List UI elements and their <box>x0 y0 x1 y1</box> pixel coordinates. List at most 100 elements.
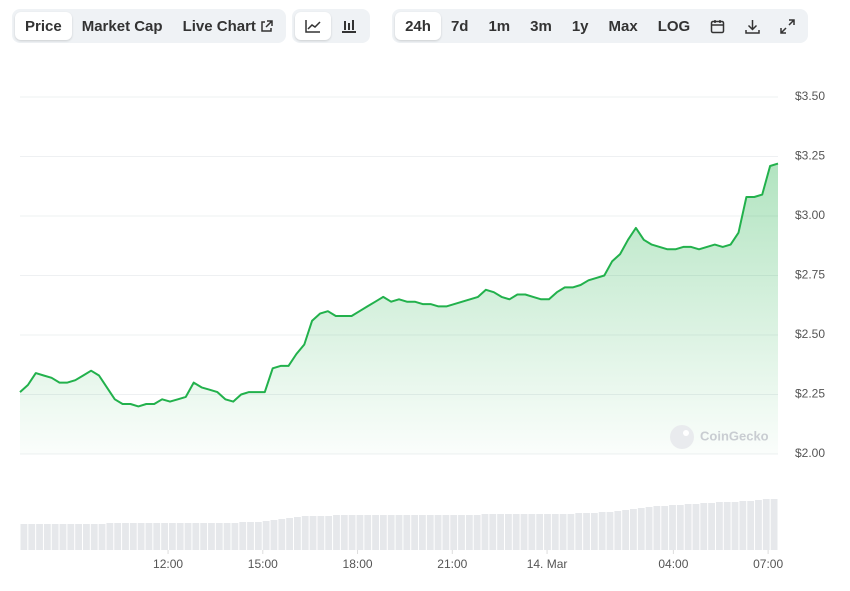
volume-bar <box>122 523 129 550</box>
range-tabs: 24h 7d 1m 3m 1y Max LOG <box>392 9 809 43</box>
volume-bar <box>317 516 325 550</box>
volume-bar <box>51 524 59 550</box>
range-1y[interactable]: 1y <box>571 17 589 35</box>
tab-market-cap[interactable]: Market Cap <box>81 17 163 35</box>
volume-bar <box>20 524 28 550</box>
volume-bar <box>223 523 231 550</box>
x-tick-label: 04:00 <box>658 557 688 571</box>
volume-bar <box>520 514 528 550</box>
volume-bar <box>364 515 372 550</box>
calendar-icon <box>710 19 725 33</box>
range-7d[interactable]: 7d <box>450 17 469 35</box>
y-tick-label: $2.00 <box>795 446 825 460</box>
volume-bar <box>708 503 715 550</box>
expand-icon <box>780 18 795 34</box>
download-icon <box>745 19 760 34</box>
watermark-text: CoinGecko <box>700 428 769 443</box>
volume-bar <box>379 515 387 550</box>
volume-bar <box>583 513 590 550</box>
volume-bar <box>387 515 395 550</box>
volume-bar <box>661 506 669 550</box>
y-tick-label: $3.50 <box>795 89 825 103</box>
candle-chart-button[interactable] <box>331 12 367 40</box>
volume-bar <box>715 502 723 550</box>
price-area <box>20 163 778 454</box>
tab-live-chart-label: Live Chart <box>182 17 256 35</box>
volume-bar <box>645 507 653 550</box>
volume-bar <box>669 505 676 550</box>
volume-bar <box>622 510 630 550</box>
volume-bar <box>653 506 661 550</box>
range-3m[interactable]: 3m <box>530 17 552 35</box>
line-chart-button[interactable] <box>295 12 332 40</box>
volume-bar <box>536 514 544 550</box>
x-tick-label: 12:00 <box>153 557 183 571</box>
y-tick-label: $2.75 <box>795 268 825 282</box>
volume-bar <box>450 515 458 550</box>
y-tick-label: $3.25 <box>795 149 825 163</box>
volume-bar <box>90 524 98 550</box>
volume-bar <box>98 524 106 550</box>
volume-bar <box>262 521 270 550</box>
price-line <box>19 162 779 408</box>
tab-price[interactable]: Price <box>15 12 72 40</box>
volume-bar <box>559 514 567 550</box>
volume-bar <box>215 523 223 550</box>
volume-bar <box>419 515 426 550</box>
volume-bar <box>614 511 622 550</box>
candle-icon <box>342 20 357 33</box>
volume-bar <box>372 515 379 550</box>
volume-bar <box>411 515 419 550</box>
volume-bar <box>512 514 520 550</box>
volume-bar <box>528 514 536 550</box>
view-tabs: Price Market Cap Live Chart <box>12 9 287 43</box>
x-tick-label: 14. Mar <box>527 557 568 571</box>
volume-bar <box>153 523 161 550</box>
chart-style <box>292 9 371 43</box>
log-toggle[interactable]: LOG <box>657 17 691 35</box>
volume-bar <box>630 509 637 550</box>
volume-bar <box>106 523 114 550</box>
volume-bar <box>442 515 450 550</box>
volume-bar <box>637 508 645 550</box>
tab-live-chart[interactable]: Live Chart <box>173 12 284 40</box>
volume-bar <box>684 504 692 550</box>
toolbar: Price Market Cap Live Chart 24h 7d 1m 3m… <box>12 9 809 43</box>
x-tick-label: 07:00 <box>753 557 783 571</box>
volume-bar <box>325 516 333 550</box>
volume-bar <box>83 524 90 550</box>
volume-bar <box>762 499 770 550</box>
volume-bar <box>731 502 739 550</box>
range-24h[interactable]: 24h <box>395 12 441 40</box>
volume-bar <box>270 520 278 550</box>
volume-bar <box>676 505 684 550</box>
volume-bar <box>497 514 504 550</box>
calendar-button[interactable] <box>700 12 735 40</box>
range-1m[interactable]: 1m <box>488 17 511 35</box>
volume-bar <box>348 515 356 550</box>
volume-bar <box>340 515 348 550</box>
volume-bar <box>395 515 403 550</box>
volume-bar <box>208 523 215 550</box>
volume-bar <box>700 503 708 550</box>
range-max[interactable]: Max <box>608 17 638 35</box>
volume-bar <box>75 524 83 550</box>
volume-bar <box>473 515 481 550</box>
volume-bar <box>137 523 145 550</box>
volume-bar <box>239 522 247 550</box>
volume-bar <box>356 515 364 550</box>
volume-bar <box>755 500 762 550</box>
line-icon <box>305 20 321 33</box>
volume-bar <box>598 512 606 550</box>
volume-bar <box>567 514 575 550</box>
volume-bar <box>278 519 286 550</box>
volume-bar <box>481 514 489 550</box>
volume-bar <box>606 512 614 550</box>
y-tick-label: $2.50 <box>795 327 825 341</box>
y-tick-label: $3.00 <box>795 208 825 222</box>
volume-bar <box>434 515 442 550</box>
download-button[interactable] <box>735 12 770 40</box>
fullscreen-button[interactable] <box>770 12 805 40</box>
